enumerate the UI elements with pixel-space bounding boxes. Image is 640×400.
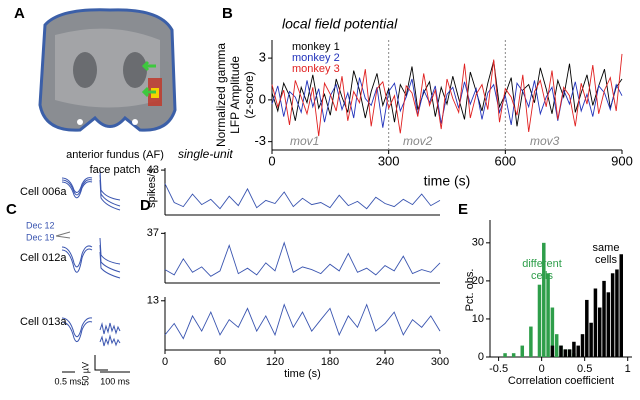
cell-label: Cell 013a (20, 316, 67, 328)
y-axis-label: LFP Amplitude (228, 56, 242, 134)
y-tick-label: 10 (472, 313, 484, 325)
bar (606, 292, 611, 357)
bar (615, 269, 619, 357)
bar (602, 280, 606, 357)
legend-entry: monkey 2 (292, 52, 340, 64)
y-tick-label: 43 (147, 164, 159, 176)
cell-label: Cell 006a (20, 186, 67, 198)
x-tick-label: 1 (625, 363, 631, 375)
bar (550, 307, 555, 357)
bar (542, 242, 546, 357)
bar (537, 284, 542, 357)
line (271, 77, 623, 128)
bar (610, 273, 615, 357)
bar (503, 353, 507, 357)
bar (546, 273, 550, 357)
brain-image (38, 8, 177, 132)
y-axis-label: (z-score) (242, 71, 256, 118)
bar (589, 322, 593, 357)
cell-label: Cell 012a (20, 252, 67, 264)
y-axis-label: Pct. obs. (464, 269, 476, 312)
line (271, 53, 623, 137)
annotation: mov2 (403, 134, 433, 148)
y-tick-label: 30 (472, 237, 484, 249)
y-axis-label: Normalized gamma (214, 43, 228, 147)
series-label: same cells (592, 242, 620, 266)
x-axis-label: Correlation coefficient (508, 375, 614, 387)
bar (619, 254, 623, 357)
series-label: different cells (522, 258, 562, 282)
line (271, 60, 623, 127)
scale-label: 50 µV (80, 362, 90, 386)
caption: anterior fundus (AF) (66, 149, 164, 161)
line (164, 241, 441, 277)
x-tick-label: 300 (378, 153, 400, 168)
x-axis-label: time (s) (424, 173, 471, 189)
y-tick-label: 37 (147, 227, 159, 239)
chart-title: local field potential (282, 16, 398, 32)
x-tick-label: 120 (266, 356, 284, 368)
date-label: Dec 12 (26, 220, 55, 230)
y-tick-label: 3 (259, 50, 266, 65)
chart-title: single-unit (178, 147, 233, 161)
scale-label: 100 ms (100, 376, 130, 386)
x-tick-label: 900 (611, 153, 633, 168)
line (164, 183, 441, 210)
x-tick-label: -0.5 (489, 363, 508, 375)
scale-label: 0.5 ms (54, 376, 82, 386)
legend-entry: monkey 3 (292, 63, 340, 75)
bar (576, 345, 580, 357)
x-tick-label: 300 (431, 356, 449, 368)
y-tick-label: -3 (254, 133, 266, 148)
x-tick-label: 0.5 (577, 363, 592, 375)
y-tick-label: 0 (259, 91, 266, 106)
bar (554, 334, 559, 357)
bar (511, 353, 516, 357)
bar (572, 341, 576, 357)
y-tick-label: 0 (478, 351, 484, 363)
bar (520, 345, 525, 357)
bar (585, 299, 589, 357)
x-axis-label: time (s) (284, 368, 321, 380)
y-axis-label: spikes/s (146, 168, 158, 208)
x-tick-label: 0 (539, 363, 545, 375)
x-tick-label: 0 (268, 153, 275, 168)
x-tick-label: 60 (214, 356, 226, 368)
panel-label: D (140, 197, 151, 214)
x-tick-label: 600 (494, 153, 516, 168)
bar (550, 345, 555, 357)
x-tick-label: 240 (376, 356, 394, 368)
legend-entry: monkey 1 (292, 41, 340, 53)
bar (597, 307, 602, 357)
date-label: Dec 19 (26, 232, 55, 242)
annotation: mov1 (290, 134, 319, 148)
bar (580, 334, 585, 357)
panel-label: B (222, 5, 233, 22)
caption: face patch (90, 164, 141, 176)
bar (559, 345, 563, 357)
y-tick-label: 13 (147, 295, 159, 307)
panel-label: A (14, 5, 25, 22)
bar (563, 349, 568, 357)
line (164, 303, 441, 340)
bar (593, 288, 598, 357)
panel-label: E (458, 201, 468, 218)
annotation: mov3 (530, 134, 560, 148)
x-tick-label: 180 (321, 356, 339, 368)
waveforms (55, 169, 130, 373)
bar (567, 349, 572, 357)
bar (529, 326, 533, 357)
x-tick-label: 0 (162, 356, 168, 368)
panel-label: C (6, 201, 17, 218)
y-tick-label: 20 (472, 275, 484, 287)
